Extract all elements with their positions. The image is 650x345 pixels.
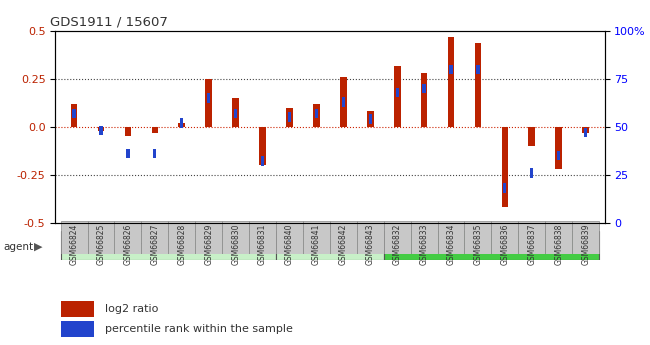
Bar [340, 77, 346, 127]
Text: P. nigrum extract: P. nigrum extract [127, 241, 210, 251]
Bar [151, 127, 158, 132]
Bar [584, 128, 587, 137]
Text: GSM66824: GSM66824 [70, 224, 79, 265]
Text: GSM66835: GSM66835 [473, 224, 482, 265]
Bar [357, 221, 384, 254]
Bar [125, 127, 131, 136]
Text: GSM66839: GSM66839 [581, 224, 590, 265]
Bar [60, 322, 94, 337]
Bar [572, 221, 599, 254]
Bar [545, 221, 572, 254]
Bar [288, 112, 291, 122]
Bar [232, 98, 239, 127]
Text: GSM66836: GSM66836 [500, 224, 510, 265]
Bar [286, 108, 293, 127]
Bar [422, 84, 426, 93]
Bar [421, 73, 428, 127]
Bar [476, 65, 480, 74]
Bar [303, 221, 330, 254]
Text: GSM66825: GSM66825 [96, 224, 105, 265]
Text: GSM66841: GSM66841 [312, 224, 321, 265]
Bar [557, 151, 560, 160]
Bar [88, 221, 114, 254]
Bar [582, 127, 589, 132]
Bar [437, 221, 465, 254]
Bar [555, 127, 562, 169]
Text: GSM66840: GSM66840 [285, 224, 294, 265]
Bar [60, 221, 88, 254]
Bar [259, 127, 266, 165]
Bar [249, 221, 276, 254]
Bar [411, 221, 437, 254]
Text: pyrethrum: pyrethrum [304, 241, 356, 251]
Bar [449, 65, 452, 74]
Bar [528, 127, 535, 146]
Bar [207, 93, 211, 103]
Bar [98, 127, 105, 131]
Bar [99, 126, 103, 135]
Bar [396, 88, 399, 97]
Bar [180, 118, 183, 128]
Bar [205, 79, 212, 127]
Bar [330, 221, 357, 254]
Bar [73, 109, 75, 118]
Bar [342, 97, 345, 107]
Text: GSM66831: GSM66831 [258, 224, 267, 265]
Bar [530, 168, 534, 178]
Bar [276, 231, 384, 260]
Text: GSM66837: GSM66837 [527, 224, 536, 265]
Text: GSM66829: GSM66829 [204, 224, 213, 265]
Text: GSM66828: GSM66828 [177, 224, 187, 265]
Bar [465, 221, 491, 254]
Bar [474, 42, 481, 127]
Text: percentile rank within the sample: percentile rank within the sample [105, 324, 292, 334]
Text: GSM66842: GSM66842 [339, 224, 348, 265]
Text: GSM66834: GSM66834 [447, 224, 456, 265]
Bar [448, 37, 454, 127]
Bar [384, 221, 411, 254]
Bar [313, 104, 320, 127]
Text: GSM66826: GSM66826 [124, 224, 133, 265]
Bar [153, 149, 157, 158]
Bar [60, 301, 94, 317]
Bar [234, 109, 237, 118]
Bar [491, 221, 518, 254]
Bar [369, 114, 372, 124]
Bar [60, 231, 276, 260]
Bar [502, 127, 508, 207]
Bar [71, 104, 77, 127]
Bar [394, 66, 400, 127]
Text: GSM66830: GSM66830 [231, 224, 240, 265]
Text: agent: agent [3, 242, 33, 252]
Bar [276, 221, 303, 254]
Text: ▶: ▶ [34, 242, 42, 252]
Text: GSM66827: GSM66827 [150, 224, 159, 265]
Bar [315, 109, 318, 118]
Bar [384, 231, 599, 260]
Bar [222, 221, 249, 254]
Bar [168, 221, 195, 254]
Text: P. nigrum extract and pyrethrum: P. nigrum extract and pyrethrum [411, 241, 571, 251]
Text: log2 ratio: log2 ratio [105, 304, 158, 314]
Bar [142, 221, 168, 254]
Bar [126, 149, 129, 158]
Bar [518, 221, 545, 254]
Text: GSM66843: GSM66843 [366, 224, 375, 265]
Text: GSM66832: GSM66832 [393, 224, 402, 265]
Bar [195, 221, 222, 254]
Bar [261, 157, 264, 166]
Text: GDS1911 / 15607: GDS1911 / 15607 [50, 16, 168, 29]
Bar [179, 123, 185, 127]
Bar [114, 221, 142, 254]
Bar [503, 183, 506, 193]
Text: GSM66833: GSM66833 [420, 224, 428, 265]
Bar [367, 111, 374, 127]
Text: GSM66838: GSM66838 [554, 224, 564, 265]
